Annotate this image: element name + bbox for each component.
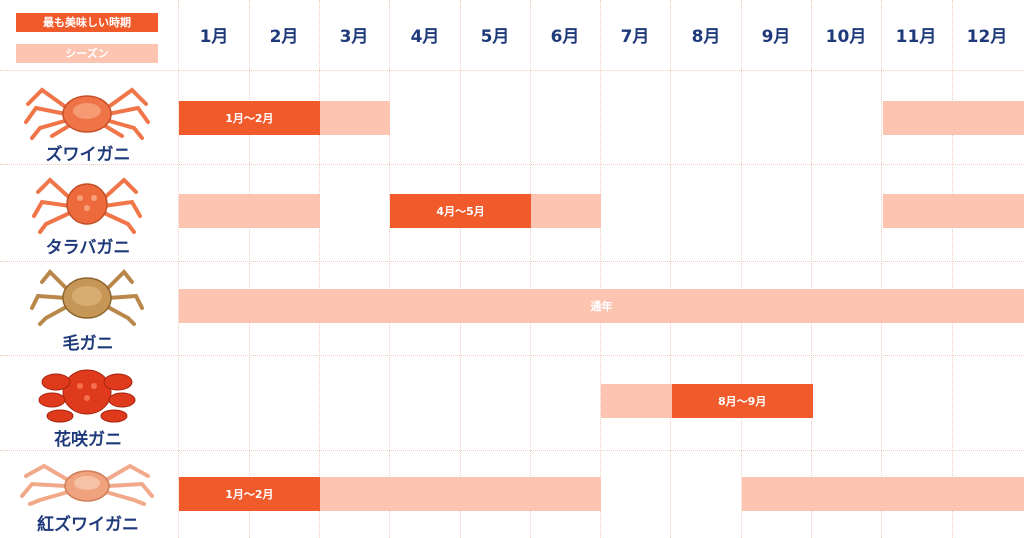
season-bar: 通年 <box>179 289 1024 323</box>
season-bar <box>319 477 602 511</box>
grid-line <box>0 70 1024 71</box>
season-bar <box>601 384 672 418</box>
month-label-7: 7月 <box>620 27 650 47</box>
crab-name: 花咲ガニ <box>54 430 122 450</box>
grid-line <box>0 450 1024 451</box>
month-label-3: 3月 <box>339 27 369 47</box>
month-label-6: 6月 <box>550 27 580 47</box>
month-label-10: 10月 <box>825 27 867 47</box>
grid-line <box>389 0 390 538</box>
hanasaki-crab-image <box>38 369 136 423</box>
grid-line <box>741 0 742 538</box>
season-bar <box>742 477 1024 511</box>
month-label-8: 8月 <box>691 27 721 47</box>
month-label-11: 11月 <box>895 27 937 47</box>
peak-bar: 1月～2月 <box>179 101 320 135</box>
month-label-1: 1月 <box>199 27 229 47</box>
hairy-crab-image <box>30 269 144 326</box>
grid-line <box>530 0 531 538</box>
season-bar <box>319 101 391 135</box>
crab-name: ズワイガニ <box>45 145 131 165</box>
king-crab-image <box>32 177 142 234</box>
grid-line <box>881 0 882 538</box>
month-label-12: 12月 <box>966 27 1008 47</box>
month-label-9: 9月 <box>761 27 791 47</box>
grid-line <box>670 0 671 538</box>
season-bar <box>531 194 602 228</box>
grid-line <box>178 0 179 538</box>
crab-name: 毛ガニ <box>62 334 114 354</box>
grid-line <box>952 0 953 538</box>
peak-bar: 4月～5月 <box>390 194 531 228</box>
month-label-5: 5月 <box>480 27 510 47</box>
season-bar <box>179 194 320 228</box>
peak-bar: 1月～2月 <box>179 477 320 511</box>
grid-line <box>0 355 1024 356</box>
season-bar <box>883 194 1024 228</box>
month-label-2: 2月 <box>269 27 299 47</box>
legend-season: シーズン <box>16 44 158 63</box>
grid-line <box>460 0 461 538</box>
grid-line <box>0 164 1024 165</box>
grid-line <box>319 0 320 538</box>
crab-name: タラバガニ <box>45 238 131 258</box>
grid-line <box>249 0 250 538</box>
peak-bar: 8月～9月 <box>671 384 813 418</box>
grid-line <box>811 0 812 538</box>
red-snow-crab-image <box>20 463 154 506</box>
season-bar <box>883 101 1024 135</box>
legend-peak: 最も美味しい時期 <box>16 13 158 32</box>
snow-crab-image <box>24 87 150 140</box>
crab-name: 紅ズワイガニ <box>37 515 139 535</box>
grid-line <box>600 0 601 538</box>
month-label-4: 4月 <box>410 27 440 47</box>
grid-line <box>0 261 1024 262</box>
